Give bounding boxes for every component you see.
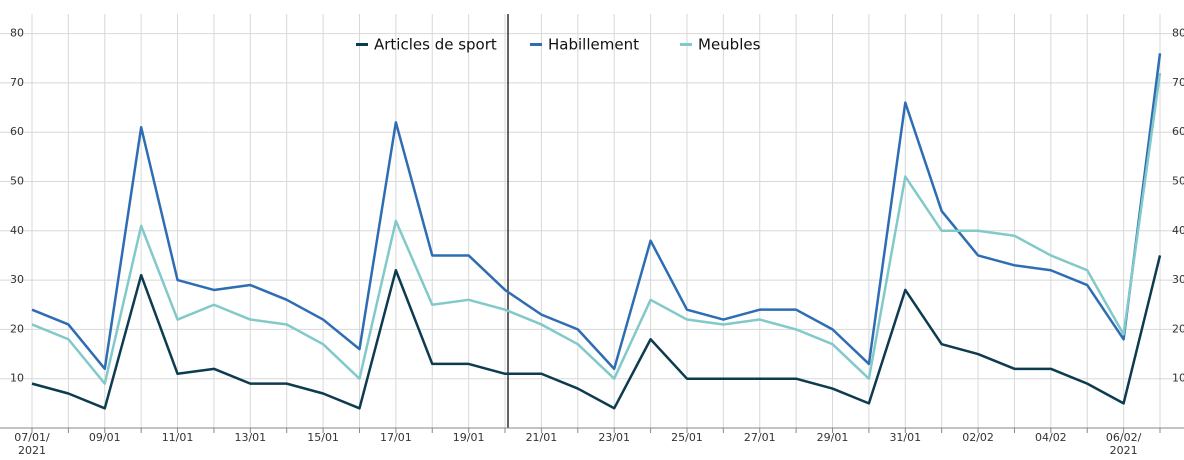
y-tick-label: 60 [10,125,24,138]
y2-tick-label: 60 [1172,125,1184,138]
y-tick-label: 50 [10,175,24,188]
x-tick-label: 06/02/2021 [1106,431,1142,457]
y2-tick-label: 20 [1172,322,1184,335]
y-tick-label: 70 [10,76,24,89]
x-tick-label: 27/01 [744,431,776,444]
y-tick-label: 10 [10,372,24,385]
series-line [31,255,1162,410]
y-tick-label: 80 [10,27,24,40]
grid [0,14,1184,428]
x-tick-label: 17/01 [380,431,412,444]
x-tick-label: 21/01 [526,431,558,444]
x-tick-label: 31/01 [889,431,921,444]
x-tick-label: 23/01 [598,431,630,444]
legend-swatch [356,43,368,46]
legend-label: Meubles [698,36,761,54]
y2-tick-label: 40 [1172,224,1184,237]
x-tick-label: 07/01/2021 [14,431,50,457]
legend-label: Articles de sport [374,36,497,54]
y2-tick-label: 30 [1172,273,1184,286]
y2-tick-label: 10 [1172,372,1184,385]
legend-swatch [680,43,692,46]
legend-swatch [530,43,542,46]
x-tick-label: 02/02 [962,431,994,444]
x-tick-label: 13/01 [234,431,266,444]
series-line [31,53,1162,371]
y-tick-label: 40 [10,224,24,237]
y-tick-label: 30 [10,273,24,286]
x-tick-label: 15/01 [307,431,339,444]
x-tick-label: 11/01 [162,431,194,444]
series-line [31,72,1162,385]
x-tick-label: 04/02 [1035,431,1067,444]
x-tick-label: 19/01 [453,431,485,444]
y2-tick-label: 80 [1172,27,1184,40]
x-tick-label: 25/01 [671,431,703,444]
x-tick-label: 29/01 [817,431,849,444]
y-tick-label: 20 [10,322,24,335]
x-tick-label: 09/01 [89,431,121,444]
y2-tick-label: 50 [1172,175,1184,188]
legend-label: Habillement [548,36,639,54]
y2-tick-label: 70 [1172,76,1184,89]
